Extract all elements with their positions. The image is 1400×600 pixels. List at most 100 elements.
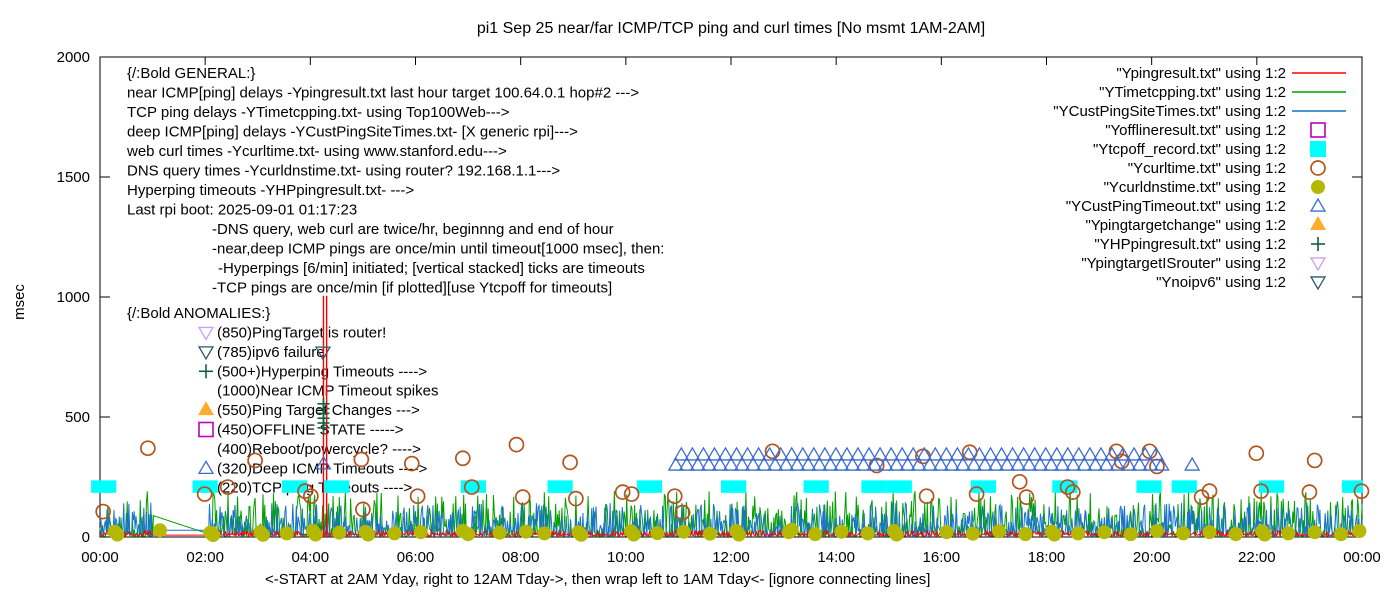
series-marker-YCustPingTimeout.txt (1131, 456, 1148, 471)
series-marker-YCustPingTimeout.txt (1125, 446, 1143, 461)
series-marker-YCustPingTimeout.txt (1021, 456, 1038, 471)
general-indented-line: -TCP pings are once/min [if plotted][use… (212, 280, 612, 297)
series-marker-YCustPingTimeout.txt (1065, 456, 1082, 471)
series-marker-Ycurltime.txt (463, 479, 480, 495)
legend-label: "Ypingresult.txt" using 1:2 (1116, 65, 1286, 82)
series-marker-Ycurltime.txt (568, 490, 584, 507)
legend-sample-marker (1311, 180, 1325, 194)
series-bar-Ytcpoff (886, 480, 912, 493)
series-bar-Ytcpoff (281, 480, 308, 493)
general-line: deep ICMP[ping] delays -YCustPingSiteTim… (127, 124, 578, 141)
series-marker-YCustPingTimeout.txt (877, 456, 894, 471)
series-marker-YCustPingTimeout.txt (965, 456, 983, 471)
series-marker-YCustPingTimeout.txt (778, 456, 795, 471)
y-tick-label: 2000 (57, 49, 90, 66)
series-marker-Ynoipv6 (314, 346, 332, 361)
series-marker-YCustPingTimeout.txt (733, 456, 751, 471)
series-marker-YCustPingTimeout.txt (717, 446, 734, 461)
series-marker-YCustPingTimeout.txt (816, 446, 833, 461)
series-marker-Ycurldnstime.txt (308, 527, 323, 542)
series-marker-Ycurltime.txt (666, 488, 683, 505)
general-line: Hyperping timeouts -YHPpingresult.txt- -… (127, 182, 414, 199)
legend-label: "Ypingtargetchange" using 1:2 (1085, 217, 1286, 234)
series-marker-YCustPingTimeout.txt (1153, 456, 1170, 471)
series-marker-YCustPingTimeout.txt (789, 456, 806, 471)
series-marker-Ycurltime.txt (614, 484, 631, 500)
series-marker-YCustPingTimeout.txt (849, 446, 867, 461)
series-marker-YCustPingTimeout.txt (938, 446, 955, 461)
series-marker-Ycurldnstime.txt (731, 527, 746, 542)
series-marker-YCustPingTimeout.txt (1092, 446, 1110, 461)
general-line: DNS query times -Ycurldnstime.txt- using… (127, 163, 560, 180)
series-marker-Ycurldnstime.txt (413, 525, 428, 540)
series-marker-YCustPingTimeout.txt (899, 456, 916, 471)
series-marker-YCustPingTimeout.txt (1120, 456, 1137, 471)
anomaly-key-marker (198, 421, 214, 438)
legend-sample-marker (1310, 216, 1326, 231)
general-indented-line: -near,deep ICMP pings are once/min until… (212, 241, 664, 258)
series-marker-YCustPingTimeout.txt (954, 456, 972, 471)
series-marker-YCustPingTimeout.txt (943, 456, 960, 471)
series-marker-Ycurldnstime.txt (206, 528, 221, 543)
anomaly-key-marker (197, 460, 215, 474)
series-marker-YCustPingTimeout.txt (1103, 446, 1121, 461)
series-marker-Ycurltime.txt (1018, 489, 1035, 506)
series-marker-Ycurldnstime.txt (889, 527, 904, 542)
legend-sample-marker (1310, 141, 1326, 157)
series-marker-YCustPingTimeout.txt (800, 456, 817, 471)
y-tick-label: 0 (82, 529, 90, 546)
general-line: web curl times -Ycurltime.txt- using www… (126, 143, 507, 160)
series-marker-Ycurltime.txt (1201, 483, 1218, 500)
legend-label: "Ytcpoff_record.txt" using 1:2 (1093, 141, 1286, 158)
series-marker-YCustPingTimeout.txt (987, 456, 1005, 471)
series-marker-YCustPingTimeout.txt (838, 446, 856, 461)
series-marker-Ycurldnstime.txt (626, 527, 641, 542)
series-bar-Ytcpoff (970, 480, 997, 493)
series-marker-YCustPingTimeout.txt (1037, 446, 1054, 461)
series-marker-Ycurldnstime.txt (110, 527, 125, 542)
legend-label: "YpingtargetISrouter" using 1:2 (1081, 255, 1286, 272)
series-bar-Ytcpoff (1171, 480, 1197, 493)
anomaly-line: (220)TCP ping Timeouts ----> (217, 480, 412, 497)
series-marker-Ycurltime.txt (95, 503, 112, 520)
series-marker-Ycurltime.txt (1064, 484, 1081, 500)
general-indented-line: -Hyperpings [6/min] initiated; [vertical… (218, 260, 645, 277)
series-marker-YCustPingTimeout.txt (1098, 456, 1115, 471)
x-axis-label: <-START at 2AM Yday, right to 12AM Tday-… (265, 571, 930, 588)
series-marker-YCustPingTimeout.txt (1076, 456, 1093, 471)
series-marker-Ycurltime.txt (303, 488, 319, 505)
series-marker-Ycurltime.txt (968, 486, 985, 502)
x-tick-label: 00:00 (81, 549, 119, 566)
series-marker-Ycurldnstime.txt (387, 526, 402, 541)
anomaly-line: (785)ipv6 failure! (217, 344, 329, 361)
series-marker-YCustPingTimeout.txt (1081, 446, 1099, 461)
series-marker-Ycurltime.txt (1059, 479, 1076, 495)
series-marker-YCustPingTimeout.txt (811, 456, 828, 471)
series-marker-Ycurltime.txt (355, 501, 371, 518)
series-marker-YCustPingTimeout.txt (894, 446, 911, 461)
series-marker-Ycurldnstime.txt (808, 527, 823, 542)
y-tick-label: 1500 (57, 169, 90, 186)
legend-label: "YTimetcpping.txt" using 1:2 (1099, 84, 1286, 101)
series-marker-YCustPingTimeout.txt (1114, 446, 1132, 461)
series-marker-YCustPingTimeout.txt (1087, 456, 1104, 471)
series-marker-YCustPingTimeout.txt (860, 446, 878, 461)
series-marker-YCustPingTimeout.txt (976, 456, 994, 471)
series-marker-Ycurltime.txt (1113, 453, 1130, 470)
series-marker-YCustPingTimeout.txt (993, 446, 1010, 461)
series-marker-YCustPingTimeout.txt (695, 446, 712, 461)
x-tick-label: 16:00 (923, 549, 961, 566)
legend-label: "Yofflineresult.txt" using 1:2 (1105, 122, 1286, 139)
series-marker-YCustPingTimeout.txt (1070, 446, 1087, 461)
y-axis-label: msec (11, 284, 28, 320)
general-line: TCP ping delays -YTimetcpping.txt- using… (127, 104, 510, 121)
series-marker-Ycurldnstime.txt (1281, 526, 1296, 541)
series-marker-YCustPingTimeout.txt (960, 446, 977, 461)
series-marker-YCustPingTimeout.txt (1032, 456, 1049, 471)
series-bar-Ytcpoff (1052, 480, 1078, 493)
series-marker-Ycurltime.txt (514, 489, 531, 506)
x-tick-label: 14:00 (817, 549, 855, 566)
legend-label: "Ycurldnstime.txt" using 1:2 (1104, 179, 1286, 196)
series-bar-Ytcpoff (721, 480, 747, 493)
series-marker-YCustPingTimeout.txt (1054, 456, 1071, 471)
